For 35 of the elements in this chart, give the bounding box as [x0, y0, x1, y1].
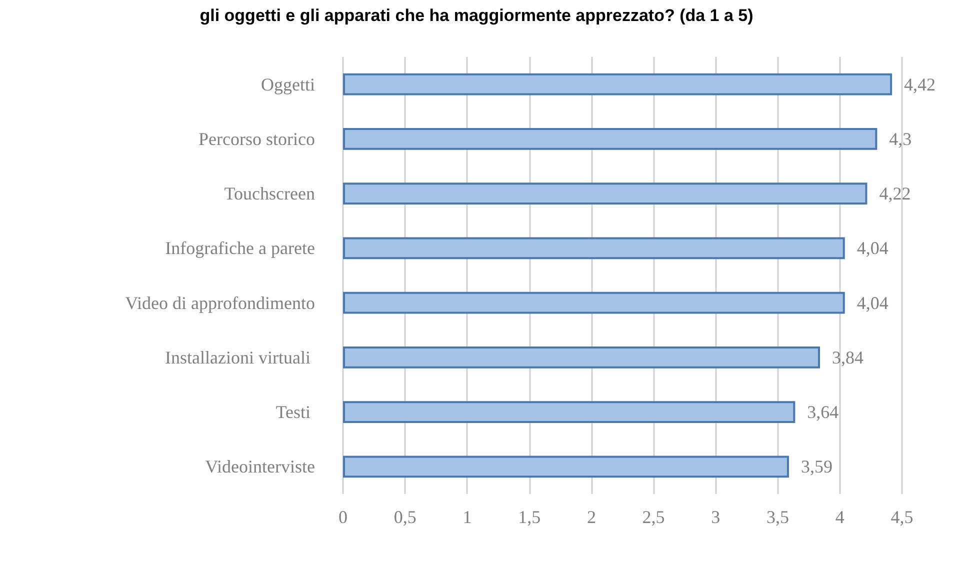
bar [343, 182, 868, 204]
x-tick-label: 3,5 [766, 507, 790, 527]
y-tick-label: Video di approfondimento [125, 292, 315, 313]
x-tick-label: 1 [462, 507, 472, 527]
x-tick-label: 3 [711, 507, 720, 527]
bar [343, 237, 845, 260]
data-label: 4,04 [856, 292, 888, 313]
data-label: 3,59 [800, 456, 832, 477]
y-tick-label: Infografiche a parete [165, 238, 315, 258]
y-tick-label: Videointerviste [205, 456, 316, 477]
data-label: 4,42 [904, 74, 936, 94]
x-tick-label: 4 [835, 507, 844, 527]
bar [343, 73, 892, 96]
y-tick-label: Touchscreen [224, 184, 315, 204]
bar [343, 456, 789, 478]
x-tick-label: 2,5 [642, 507, 665, 527]
y-tick-label: Testi [276, 402, 315, 422]
data-label: 3,84 [832, 347, 864, 368]
x-tick-label: 0 [338, 507, 348, 527]
data-label: 4,04 [856, 238, 888, 258]
data-label: 4,22 [879, 184, 911, 204]
y-tick-label: Oggetti [261, 74, 315, 94]
data-label: 4,3 [889, 128, 912, 149]
y-tick-label: Installazioni virtuali [165, 347, 315, 368]
y-tick-label: Percorso storico [198, 128, 315, 149]
x-tick-label: 1,5 [518, 507, 541, 527]
bar [343, 346, 820, 368]
data-label: 3,64 [807, 402, 839, 422]
bar [343, 292, 845, 314]
chart-title: gli oggetti e gli apparati che ha maggiormente apprezzato? (da 1 a 5) [200, 6, 754, 25]
bar [343, 128, 878, 150]
x-tick-label: 0,5 [394, 507, 416, 527]
x-tick-label: 2 [586, 507, 596, 527]
x-tick-label: 4,5 [890, 507, 914, 527]
bar [343, 401, 796, 423]
